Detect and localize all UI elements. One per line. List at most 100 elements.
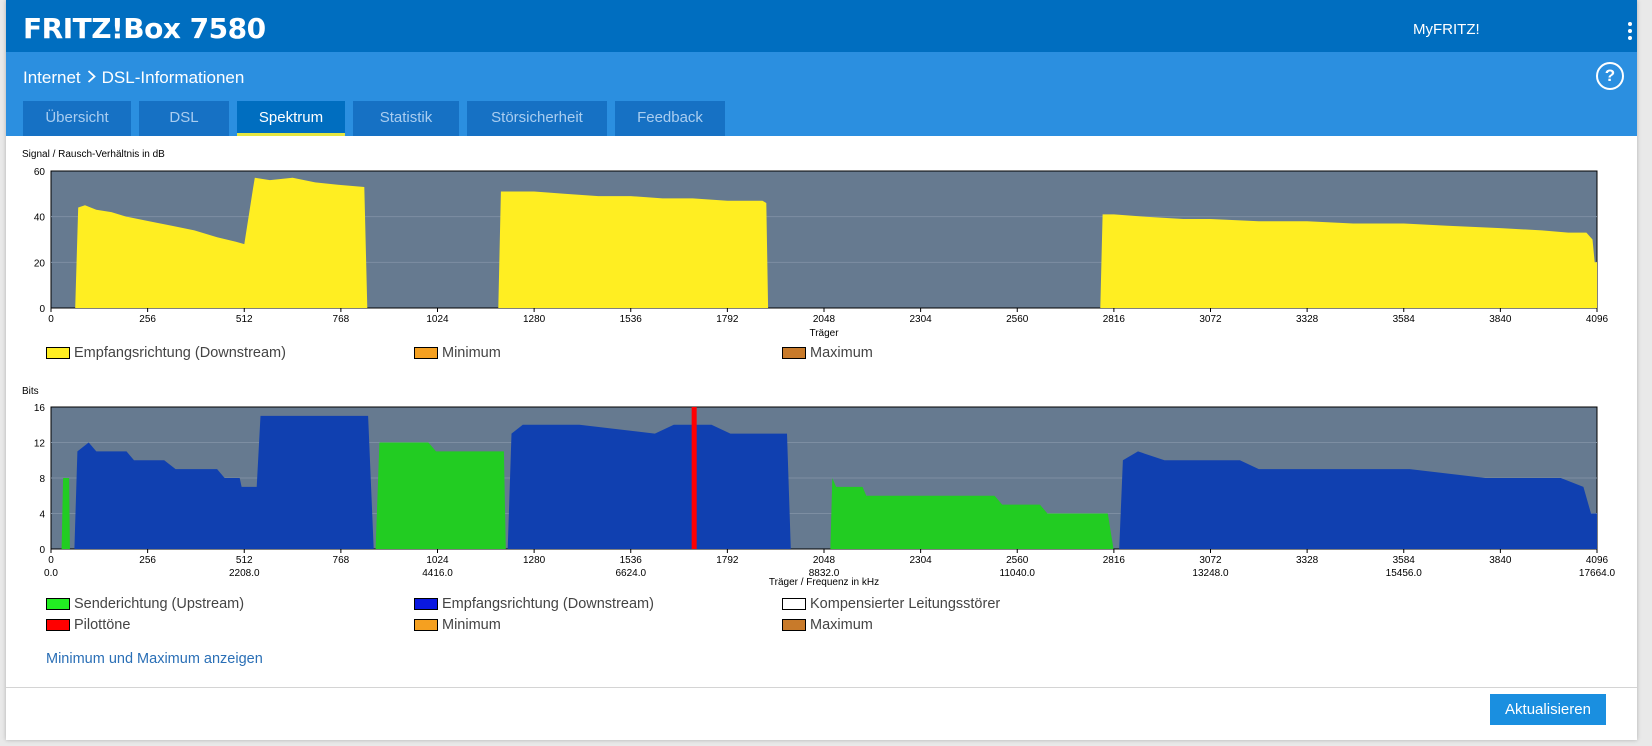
bits-ytick-label: 0 [39, 545, 45, 556]
bits-series-area [1119, 451, 1597, 549]
snr-xtick-label: 256 [139, 314, 156, 325]
refresh-button[interactable]: Aktualisieren [1490, 694, 1606, 725]
snr-xtick-label: 3328 [1296, 314, 1319, 325]
legend-swatch [46, 347, 70, 359]
bits-freq-label: 2208.0 [229, 568, 260, 579]
snr-xtick-label: 3840 [1489, 314, 1512, 325]
snr-xtick-label: 2560 [1006, 314, 1029, 325]
bits-ytick-label: 16 [34, 403, 46, 414]
snr-xtick-label: 1280 [523, 314, 546, 325]
bits-freq-label: 15456.0 [1386, 568, 1423, 579]
bits-chart-ylabel: Bits [22, 386, 39, 397]
bits-xtick-label: 2304 [910, 555, 933, 566]
bits-xtick-label: 1536 [620, 555, 643, 566]
fritzbox-window: FRITZ!Box 7580 MyFRITZ! Internet DSL-Inf… [6, 0, 1637, 740]
bits-xtick-label: 3328 [1296, 555, 1319, 566]
bits-xtick-label: 2816 [1103, 555, 1126, 566]
bits-legend-compensated: Kompensierter Leitungsstörer [782, 596, 1000, 612]
bits-series-area [61, 478, 70, 549]
bits-xtick-label: 256 [139, 555, 156, 566]
show-minmax-link[interactable]: Minimum und Maximum anzeigen [46, 651, 263, 667]
breadcrumb-current: DSL-Informationen [101, 68, 245, 87]
snr-xtick-label: 1536 [620, 314, 643, 325]
tab-feedback[interactable]: Feedback [615, 101, 725, 136]
bits-series-area [375, 442, 506, 549]
bits-pilot-tone [691, 407, 697, 549]
snr-ytick-label: 20 [34, 258, 46, 269]
help-icon[interactable]: ? [1596, 62, 1624, 90]
snr-chart: Signal / Rausch-Verhältnis in dB 0 20 40 60… [22, 149, 1609, 339]
bits-freq-label: 4416.0 [422, 568, 453, 579]
legend-swatch [414, 619, 438, 631]
bits-freq-label: 0.0 [44, 568, 58, 579]
legend-swatch [782, 619, 806, 631]
bits-series-area [830, 478, 1114, 549]
legend-swatch [414, 598, 438, 610]
snr-ytick-label: 0 [39, 304, 45, 315]
snr-legend-maximum: Maximum [782, 345, 873, 361]
snr-ytick-label: 60 [34, 167, 46, 178]
bits-legend-upstream: Senderichtung (Upstream) [46, 596, 244, 612]
tab-statistik[interactable]: Statistik [353, 101, 459, 136]
tab-stoersicherheit[interactable]: Störsicherheit [467, 101, 607, 136]
top-header: FRITZ!Box 7580 MyFRITZ! [6, 0, 1637, 52]
snr-xtick-label: 3072 [1199, 314, 1222, 325]
legend-swatch [782, 347, 806, 359]
bits-series-area [74, 415, 374, 549]
breadcrumb-parent[interactable]: Internet [23, 68, 81, 87]
myfritz-link[interactable]: MyFRITZ! [1413, 21, 1480, 38]
chevron-right-icon [87, 68, 96, 88]
bits-series-area [507, 424, 791, 549]
bits-legend-minimum: Minimum [414, 617, 501, 633]
bits-freq-label: 17664.0 [1579, 568, 1616, 579]
tab-spektrum[interactable]: Spektrum [237, 101, 345, 136]
bits-freq-label: 6624.0 [615, 568, 646, 579]
bits-xtick-label: 2048 [813, 555, 836, 566]
legend-swatch [414, 347, 438, 359]
bits-ytick-label: 12 [34, 439, 46, 450]
snr-xtick-label: 1792 [716, 314, 739, 325]
snr-xtick-label: 1024 [426, 314, 449, 325]
footer-divider [6, 687, 1637, 688]
bits-chart-xlabel: Träger / Frequenz in kHz [769, 577, 879, 588]
snr-xtick-label: 4096 [1586, 314, 1609, 325]
snr-xtick-label: 512 [236, 314, 253, 325]
legend-swatch [782, 598, 806, 610]
snr-legend-downstream: Empfangsrichtung (Downstream) [46, 345, 286, 361]
snr-chart-ylabel: Signal / Rausch-Verhältnis in dB [22, 149, 165, 160]
snr-ytick-label: 40 [34, 213, 46, 224]
bits-legend-maximum: Maximum [782, 617, 873, 633]
bits-ytick-label: 4 [39, 510, 45, 521]
bits-freq-label: 13248.0 [1192, 568, 1229, 579]
bits-xtick-label: 768 [333, 555, 350, 566]
bits-ytick-label: 8 [39, 474, 45, 485]
bits-freq-label: 11040.0 [1000, 568, 1036, 579]
snr-legend-minimum: Minimum [414, 345, 501, 361]
bits-xtick-label: 1280 [523, 555, 546, 566]
bits-xtick-label: 3584 [1393, 555, 1416, 566]
snr-xtick-label: 0 [48, 314, 54, 325]
product-name: FRITZ!Box 7580 [23, 12, 266, 45]
bits-xtick-label: 1792 [716, 555, 739, 566]
bits-xtick-label: 3840 [1489, 555, 1512, 566]
page-header: Internet DSL-Informationen ? Übersicht D… [6, 52, 1637, 136]
snr-xtick-label: 3584 [1393, 314, 1416, 325]
bits-xtick-label: 2560 [1006, 555, 1029, 566]
snr-xtick-label: 768 [333, 314, 350, 325]
snr-series-area [75, 177, 1598, 308]
breadcrumb: Internet DSL-Informationen [23, 68, 244, 88]
more-menu-icon[interactable] [1628, 22, 1633, 42]
bits-legend-pilot: Pilottöne [46, 617, 130, 633]
tab-dsl[interactable]: DSL [139, 101, 229, 136]
bits-xtick-label: 3072 [1199, 555, 1222, 566]
bits-xtick-label: 1024 [426, 555, 449, 566]
bits-freq-label: 8832.0 [809, 568, 840, 579]
snr-chart-xlabel: Träger [809, 328, 839, 339]
tab-uebersicht[interactable]: Übersicht [23, 101, 131, 136]
legend-swatch [46, 619, 70, 631]
bits-chart: Bits 0 4 8 12 16 0 256 512 768 1024 1280 1536 1792 2… [22, 386, 1616, 588]
legend-swatch [46, 598, 70, 610]
snr-xtick-label: 2304 [910, 314, 933, 325]
bits-xtick-label: 4096 [1586, 555, 1609, 566]
bits-xtick-label: 0 [48, 555, 54, 566]
